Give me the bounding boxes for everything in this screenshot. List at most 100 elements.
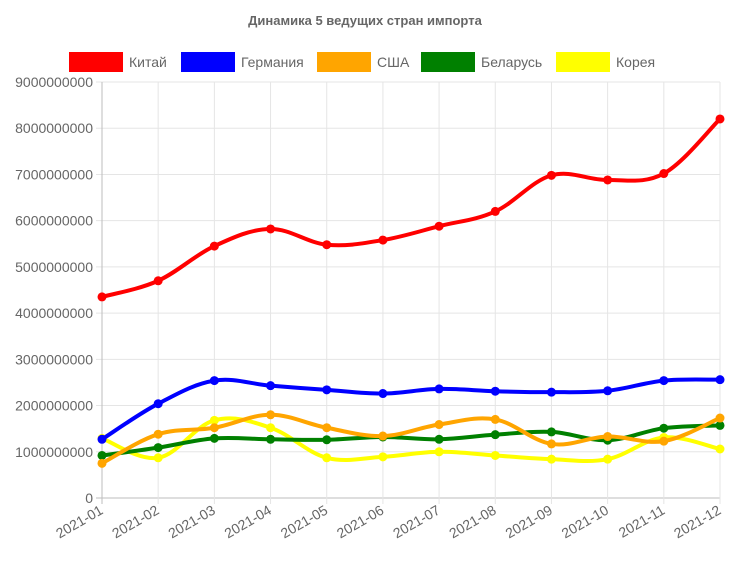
legend-swatch — [556, 52, 610, 72]
data-point[interactable] — [209, 376, 219, 386]
x-tick-label: 2021-12 — [671, 502, 724, 542]
data-point[interactable] — [490, 206, 500, 216]
y-tick-label: 5000000000 — [15, 259, 93, 275]
x-tick-label: 2021-03 — [165, 502, 218, 542]
y-tick-label: 3000000000 — [15, 351, 93, 367]
data-point[interactable] — [434, 384, 444, 394]
data-point[interactable] — [715, 114, 725, 124]
x-tick-label: 2021-10 — [559, 502, 612, 542]
data-point[interactable] — [659, 436, 669, 446]
legend-item-5[interactable]: Корея — [556, 52, 655, 72]
series-1 — [97, 114, 725, 302]
x-tick-label: 2021-02 — [109, 502, 162, 542]
data-point[interactable] — [153, 276, 163, 286]
y-tick-label: 1000000000 — [15, 444, 93, 460]
data-point[interactable] — [434, 447, 444, 457]
data-point[interactable] — [490, 450, 500, 460]
data-point[interactable] — [153, 429, 163, 439]
legend-label: Китай — [129, 54, 167, 70]
data-point[interactable] — [266, 434, 276, 444]
y-tick-label: 6000000000 — [15, 213, 93, 229]
data-point[interactable] — [546, 170, 556, 180]
data-point[interactable] — [603, 175, 613, 185]
y-tick-label: 8000000000 — [15, 120, 93, 136]
legend-item-4[interactable]: Беларусь — [421, 52, 542, 72]
data-point[interactable] — [266, 381, 276, 391]
series-3 — [97, 410, 725, 468]
data-point[interactable] — [434, 434, 444, 444]
data-point[interactable] — [659, 169, 669, 179]
data-point[interactable] — [659, 376, 669, 386]
data-point[interactable] — [603, 432, 613, 442]
data-point[interactable] — [546, 454, 556, 464]
legend-item-1[interactable]: Китай — [69, 52, 167, 72]
series-line — [100, 423, 722, 458]
data-point[interactable] — [97, 434, 107, 444]
data-point[interactable] — [378, 389, 388, 399]
data-point[interactable] — [209, 433, 219, 443]
data-point[interactable] — [97, 458, 107, 468]
data-point[interactable] — [715, 413, 725, 423]
y-tick-label: 9000000000 — [15, 74, 93, 90]
data-point[interactable] — [434, 420, 444, 430]
data-point[interactable] — [322, 453, 332, 463]
data-point[interactable] — [153, 443, 163, 453]
data-point[interactable] — [266, 224, 276, 234]
data-point[interactable] — [322, 240, 332, 250]
x-tick-label: 2021-06 — [334, 502, 387, 542]
y-tick-label: 0 — [85, 490, 93, 506]
data-point[interactable] — [490, 414, 500, 424]
data-point[interactable] — [546, 387, 556, 397]
x-tick-label: 2021-11 — [616, 502, 668, 541]
data-point[interactable] — [378, 431, 388, 441]
series-2 — [97, 375, 725, 444]
data-point[interactable] — [715, 375, 725, 385]
legend: Китай Германия США Беларусь Корея — [69, 52, 655, 72]
data-point[interactable] — [715, 420, 725, 430]
x-tick-label: 2021-07 — [390, 502, 443, 542]
data-point[interactable] — [266, 423, 276, 433]
data-point[interactable] — [715, 444, 725, 454]
data-point[interactable] — [434, 221, 444, 231]
data-point[interactable] — [322, 385, 332, 395]
data-point[interactable] — [153, 399, 163, 409]
data-point[interactable] — [322, 435, 332, 445]
x-tick-label: 2021-04 — [222, 502, 275, 542]
data-point[interactable] — [490, 430, 500, 440]
data-point[interactable] — [209, 415, 219, 425]
legend-swatch — [69, 52, 123, 72]
series-group — [97, 114, 725, 468]
data-point[interactable] — [546, 439, 556, 449]
data-point[interactable] — [266, 410, 276, 420]
y-tick-label: 2000000000 — [15, 398, 93, 414]
data-point[interactable] — [603, 386, 613, 396]
legend-item-3[interactable]: США — [317, 52, 410, 72]
data-point[interactable] — [659, 423, 669, 433]
data-point[interactable] — [209, 241, 219, 251]
grid-lines — [96, 81, 721, 504]
series-line — [100, 116, 722, 299]
y-tick-label: 7000000000 — [15, 166, 93, 182]
data-point[interactable] — [378, 235, 388, 245]
x-tick-label: 2021-09 — [502, 502, 555, 542]
legend-swatch — [317, 52, 371, 72]
chart-title: Динамика 5 ведущих стран импорта — [248, 13, 482, 28]
data-point[interactable] — [378, 452, 388, 462]
data-point[interactable] — [209, 423, 219, 433]
data-point[interactable] — [97, 292, 107, 302]
x-tick-label: 2021-01 — [53, 502, 106, 542]
legend-label: Корея — [616, 54, 655, 70]
legend-label: Германия — [241, 54, 304, 70]
data-point[interactable] — [322, 423, 332, 433]
data-point[interactable] — [490, 386, 500, 396]
data-point[interactable] — [546, 427, 556, 437]
data-point[interactable] — [97, 450, 107, 460]
data-point[interactable] — [153, 453, 163, 463]
legend-label: Беларусь — [481, 54, 542, 70]
legend-item-2[interactable]: Германия — [181, 52, 304, 72]
data-point[interactable] — [603, 454, 613, 464]
legend-swatch — [181, 52, 235, 72]
legend-swatch — [421, 52, 475, 72]
legend-label: США — [377, 54, 410, 70]
